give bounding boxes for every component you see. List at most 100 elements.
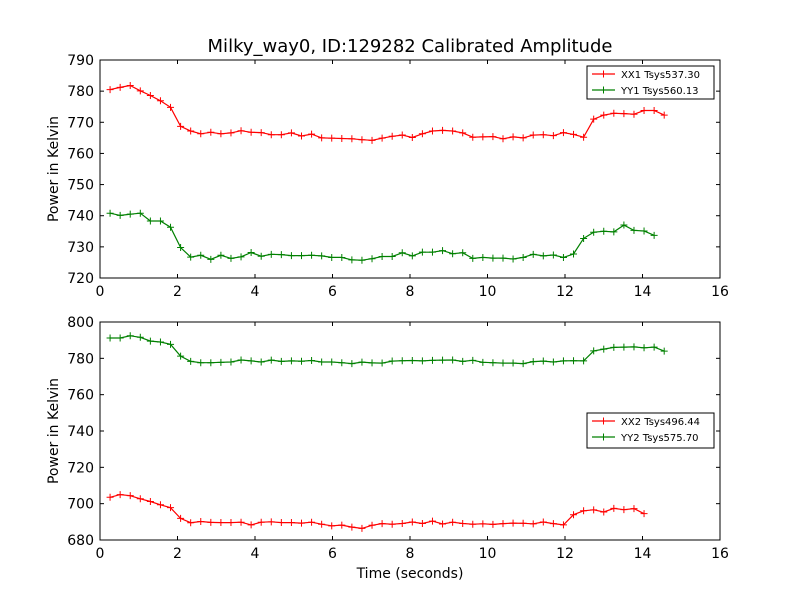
data-point	[237, 127, 245, 135]
data-point	[116, 334, 124, 342]
data-point	[308, 251, 316, 259]
data-point	[580, 234, 588, 242]
data-point	[398, 249, 406, 257]
data-point	[449, 127, 457, 135]
y-tick-label: 720	[67, 271, 94, 287]
data-point	[257, 252, 265, 260]
data-point	[459, 519, 467, 527]
data-point	[348, 360, 356, 368]
data-point	[358, 256, 366, 264]
y-tick-label: 740	[67, 424, 94, 440]
data-point	[197, 517, 205, 525]
data-point	[197, 130, 205, 138]
data-point	[207, 518, 215, 526]
data-point	[318, 252, 326, 260]
data-point	[590, 228, 598, 236]
data-point	[630, 505, 638, 513]
data-point	[469, 356, 477, 364]
data-point	[267, 250, 275, 258]
data-point	[368, 359, 376, 367]
data-point	[197, 359, 205, 367]
data-point	[298, 519, 305, 527]
data-point	[368, 136, 376, 144]
data-point	[378, 359, 386, 367]
x-tick-label: 2	[173, 284, 182, 300]
data-point	[539, 518, 547, 526]
data-point	[529, 520, 537, 528]
data-point	[418, 130, 426, 138]
data-point	[156, 97, 164, 105]
data-point	[267, 518, 275, 526]
data-point	[479, 520, 487, 528]
data-point	[287, 252, 295, 260]
data-point	[388, 132, 396, 140]
data-point	[187, 357, 195, 365]
data-point	[529, 250, 537, 258]
data-point	[418, 357, 426, 365]
figure-title: Milky_way0, ID:129282 Calibrated Amplitu…	[208, 36, 613, 57]
data-point	[408, 134, 416, 142]
x-tick-label: 16	[711, 284, 729, 300]
data-point	[328, 522, 336, 530]
x-tick-label: 8	[406, 546, 415, 562]
data-point	[106, 209, 114, 217]
data-point	[287, 357, 295, 365]
data-point	[509, 133, 517, 141]
legend-label: XX2 Tsys496.44	[621, 417, 700, 428]
data-point	[187, 127, 195, 135]
data-point	[549, 251, 557, 259]
data-point	[388, 520, 396, 528]
data-point	[116, 211, 124, 219]
data-point	[197, 251, 205, 259]
data-point	[449, 250, 457, 258]
data-point	[650, 231, 658, 239]
data-point	[368, 521, 376, 529]
data-point	[257, 358, 265, 366]
y-axis-label: Power in Kelvin	[46, 378, 62, 484]
y-tick-label: 800	[67, 315, 94, 331]
data-point	[136, 87, 144, 95]
y-tick-label: 750	[67, 178, 94, 194]
data-point	[388, 253, 396, 261]
data-point	[539, 252, 547, 260]
data-point	[439, 247, 447, 255]
x-tick-label: 14	[634, 546, 652, 562]
data-point	[177, 352, 185, 360]
data-point	[499, 254, 507, 262]
data-point	[126, 492, 134, 500]
data-point	[156, 338, 164, 346]
data-point	[660, 111, 668, 119]
data-point	[217, 358, 225, 366]
data-point	[388, 357, 396, 365]
data-point	[348, 523, 356, 531]
data-point	[479, 133, 487, 141]
data-point	[600, 111, 608, 119]
data-point	[217, 251, 225, 259]
data-point	[469, 520, 477, 528]
data-point	[106, 334, 114, 342]
data-point	[217, 130, 225, 138]
data-point	[126, 332, 134, 340]
data-point	[338, 134, 346, 142]
data-point	[489, 359, 497, 367]
data-point	[590, 347, 598, 355]
x-tick-label: 0	[96, 284, 105, 300]
data-point	[570, 130, 578, 138]
legend-marker	[600, 417, 607, 425]
data-point	[570, 511, 578, 519]
data-point	[318, 134, 326, 142]
data-point	[428, 356, 436, 364]
data-point	[247, 248, 255, 256]
data-point	[519, 519, 527, 527]
legend-box	[586, 65, 715, 100]
x-axis-label: Time (seconds)	[356, 566, 464, 582]
x-tick-label: 12	[556, 546, 574, 562]
data-point	[116, 491, 124, 499]
y-tick-label: 740	[67, 209, 94, 225]
x-tick-label: 0	[96, 546, 105, 562]
data-point	[559, 253, 567, 261]
data-point	[287, 129, 295, 137]
x-tick-label: 2	[173, 546, 182, 562]
